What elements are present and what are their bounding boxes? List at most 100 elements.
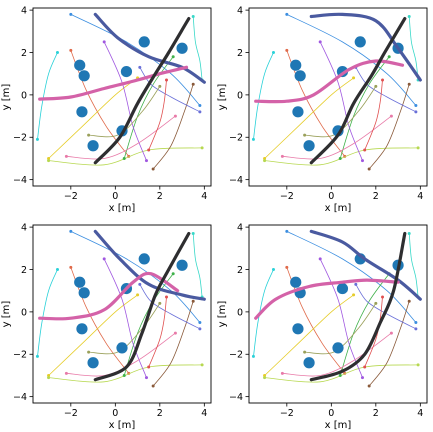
plot-area [251, 229, 422, 388]
y-axis-label: y [m] [217, 84, 228, 111]
obstacle-marker [78, 287, 90, 299]
trajectory-start-point [367, 384, 371, 388]
trajectory-start-point [280, 154, 284, 158]
subplot-2: −2 0 2 4 −4 −2 0 2 4 x [m] y [m] [217, 6, 428, 214]
agent-trajectory [103, 41, 147, 161]
trajectory-end-point [407, 82, 411, 86]
trajectory-start-point [87, 133, 91, 137]
obstacle-marker [76, 323, 88, 335]
agent-trajectory [304, 303, 377, 355]
trajectory-end-point [173, 114, 177, 118]
agent-trajectory [319, 258, 363, 378]
trajectory-start-point [318, 257, 322, 261]
agent-trajectory [103, 258, 147, 378]
trajectory-end-point [407, 299, 411, 303]
trajectory-start-point [263, 156, 267, 160]
trajectory-start-point [87, 350, 91, 354]
y-tick-label: 2 [21, 48, 27, 59]
x-tick-label: 2 [157, 191, 163, 202]
y-tick-label: 4 [237, 223, 243, 234]
trajectory-start-point [285, 229, 289, 233]
trajectory-end-point [414, 320, 418, 324]
agent-trajectory [88, 86, 161, 138]
trajectory-start-point [122, 156, 126, 160]
x-tick-label: 0 [112, 191, 118, 202]
plot-area [35, 229, 206, 388]
y-tick-label: 2 [21, 265, 27, 276]
trajectory-start-point [64, 371, 68, 375]
obstacle-marker [87, 357, 99, 369]
agent-trajectory [66, 115, 176, 160]
obstacle-marker [176, 259, 188, 271]
axes-frame [248, 224, 428, 404]
agent-trajectory [364, 296, 383, 368]
trajectory-end-point [389, 114, 393, 118]
y-tick-label: 0 [21, 307, 27, 318]
trajectory-end-point [144, 376, 148, 380]
trajectory-end-point [200, 146, 204, 150]
trajectory-start-point [338, 156, 342, 160]
obstacle-marker [290, 59, 302, 71]
trajectory-end-point [363, 365, 367, 369]
y-tick-label: −4 [13, 392, 27, 403]
trajectory-start-point [64, 154, 68, 158]
agent-trajectory [408, 233, 419, 298]
y-tick-label: 0 [237, 307, 243, 318]
trajectory-start-point [35, 354, 39, 358]
trajectory-start-point [318, 40, 322, 44]
agent-trajectory [264, 364, 419, 383]
obstacle-marker [120, 65, 133, 78]
trajectory-end-point [147, 365, 151, 369]
x-tick-label: 2 [157, 408, 163, 419]
agent-trajectory [148, 296, 167, 368]
trajectory-start-point [69, 265, 73, 269]
y-tick-label: −4 [13, 175, 27, 186]
trajectory-end-point [200, 363, 204, 367]
x-tick-label: 0 [328, 408, 334, 419]
x-tick-label: −2 [280, 191, 294, 202]
y-tick-label: 0 [237, 90, 243, 101]
trajectory-start-point [280, 371, 284, 375]
robot-trajectory [309, 231, 407, 382]
agent-trajectory [368, 84, 410, 170]
x-tick-label: 4 [417, 408, 423, 419]
trajectory-end-point [414, 327, 418, 331]
y-tick-label: 2 [237, 48, 243, 59]
axes-frame [32, 7, 212, 187]
robot-trajectory [309, 17, 407, 165]
y-tick-label: 4 [21, 223, 27, 234]
trajectory-end-point [360, 159, 364, 163]
trajectory-end-point [198, 103, 202, 107]
trajectory-end-point [158, 301, 162, 305]
trajectory-start-point [69, 12, 73, 16]
obstacle-marker [78, 70, 90, 82]
trajectory-start-point [407, 14, 411, 18]
robot-trajectory [254, 59, 405, 104]
robot-trajectory [309, 12, 422, 82]
trajectory-start-point [138, 65, 142, 69]
trajectory-start-point [191, 14, 195, 18]
agent-trajectory [88, 303, 161, 355]
trajectory-end-point [414, 103, 418, 107]
trajectory-start-point [69, 48, 73, 52]
agent-trajectory [192, 233, 203, 298]
trajectory-start-point [47, 159, 51, 163]
subplot-3: −2 0 2 4 −4 −2 0 2 4 x [m] y [m] [1, 223, 212, 431]
subplot-4: −2 0 2 4 −4 −2 0 2 4 x [m] y [m] [217, 223, 428, 431]
subplot-1: −2 0 2 4 −4 −2 0 2 4 x [m] y [m] [1, 6, 212, 214]
trajectory-start-point [354, 282, 358, 286]
trajectory-end-point [198, 327, 202, 331]
agent-trajectory [264, 147, 419, 166]
obstacle-marker [336, 282, 349, 295]
agent-trajectory [264, 77, 354, 159]
trajectory-start-point [303, 350, 307, 354]
trajectory-start-point [165, 295, 168, 299]
agent-trajectory [319, 41, 363, 161]
obstacle-marker [176, 42, 188, 54]
x-tick-label: 4 [201, 191, 207, 202]
obstacle-marker [292, 106, 304, 118]
x-tick-label: 0 [328, 191, 334, 202]
agent-trajectory [253, 52, 274, 140]
agent-trajectory [48, 77, 138, 159]
obstacle-marker [303, 140, 315, 152]
